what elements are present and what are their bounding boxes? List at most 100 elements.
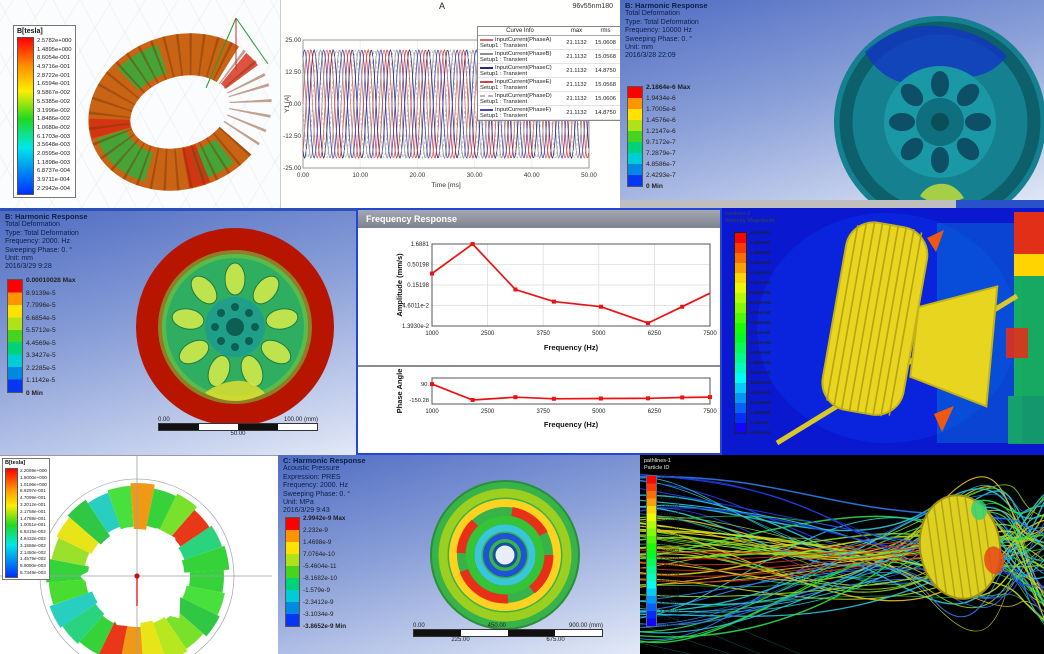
legend-value: 6.6854e-5 — [26, 314, 56, 322]
curve-name: InputCurrent(PhaseF) — [495, 107, 552, 113]
result-header: B: Harmonic Response Total Deformation Typ… — [625, 1, 708, 61]
legend-value: 1.4576e-6 — [646, 117, 676, 124]
curve-color-sample — [480, 81, 493, 83]
curve-setup: Setup1 : Transient — [480, 43, 528, 49]
legend-labels: 2.2069e+000 1.5000e+000 1.0196e+000 6.9297e… — [20, 468, 47, 578]
legend-value: 2.69e+03 — [660, 540, 680, 546]
legend-value: -2.3412e-9 — [303, 599, 334, 606]
ruler-mid: 450.00 — [487, 623, 507, 629]
svg-text:1000: 1000 — [425, 409, 439, 415]
curve-color-sample — [480, 109, 493, 111]
streamline — [640, 480, 1044, 568]
frequency-response-charts: 1.68810.501980.151984.6011e-21.3930e-210… — [358, 242, 720, 429]
legend-value: 3.3427e-5 — [26, 352, 56, 359]
svg-text:25.00: 25.00 — [285, 37, 301, 44]
svg-text:0.50198: 0.50198 — [407, 263, 429, 269]
ruler-bar — [158, 423, 318, 431]
legend-value: 9.24e+00 — [750, 301, 771, 306]
curve-max-value: 21.1132 — [566, 95, 587, 102]
legend-value: 9.95e+00 — [750, 291, 771, 296]
legend-value: 4.7099e-001 — [20, 495, 46, 501]
streamline — [640, 519, 1044, 602]
header-line: pathlines-1 — [644, 458, 671, 464]
legend-value: 8.9139e-5 — [26, 289, 56, 297]
svg-text:5000: 5000 — [592, 409, 606, 415]
legend-value: 2.44e+03 — [660, 548, 680, 553]
legend-value: 6.8737e-004 — [37, 168, 71, 175]
legend-value: 1.0680e-002 — [37, 124, 71, 131]
legend-value: 7.82e+00 — [750, 321, 771, 326]
header-line: B: Harmonic Response — [5, 212, 88, 221]
legend-colorbar — [17, 37, 34, 195]
legend-value: 2.93e+03 — [660, 533, 680, 538]
curve-max-value: 21.1132 — [566, 81, 587, 88]
legend-labels: 2.5782e+000 1.4895e+000 8.6054e-001 4.9716e… — [37, 37, 72, 195]
curve-setup: Setup1 : Transient — [480, 85, 528, 91]
legend-value: 4.98e+00 — [750, 361, 771, 366]
header-line: Velocity Magnitude — [725, 217, 775, 224]
color-legend: B[tesla] 2.5782e+000 1.4895e+000 8.6054e-0… — [13, 25, 76, 198]
cfd-render — [722, 208, 1044, 455]
color-legend: 2.9942e-9 Max 2.232e-9 1.4698e-9 7.0764e-10… — [285, 515, 346, 633]
header-line: Unit: mm — [5, 255, 33, 263]
panel-frequency-response: Frequency Response 1.6881 0.50198 0.15198 4… — [356, 208, 722, 455]
streamline — [640, 494, 1044, 605]
legend-value: 9.7172e-7 — [646, 139, 676, 146]
panel-harmonic-coarse: B: Harmonic Response Total Deformation Typ… — [0, 208, 356, 458]
svg-text:3750: 3750 — [537, 409, 551, 415]
curve-setup: Setup1 : Transient — [480, 113, 528, 119]
legend-value: 1.1898e-003 — [37, 159, 71, 166]
window-titlebar[interactable]: Frequency Response — [358, 210, 720, 228]
legend-value: 6.1703e-003 — [37, 133, 71, 140]
curve-setup: Setup1 : Transient — [480, 99, 528, 105]
legend-value: 3.18e+03 — [660, 525, 680, 531]
legend-value: 4.27e+00 — [750, 371, 771, 376]
curve-max-value: 21.1132 — [566, 67, 587, 74]
legend-value: 7.0764e-10 — [303, 551, 335, 558]
streamline — [640, 475, 1044, 535]
legend-value: 1.42e+00 — [750, 411, 771, 416]
header-line: 2016/3/28 22:09 — [625, 52, 676, 60]
legend-value: 1.8486e-002 — [37, 116, 71, 123]
ruler-bar — [413, 629, 603, 637]
legend-value: 4.40e+03 — [660, 488, 680, 493]
legend-value: 2.2942e-004 — [37, 185, 71, 192]
legend-value: 1.47e+03 — [660, 578, 680, 583]
svg-text:6250: 6250 — [648, 409, 662, 415]
svg-text:-25.00: -25.00 — [283, 165, 301, 172]
curve-rms-value: 14.8750 — [595, 67, 616, 74]
ruler-mid: 50.00 — [230, 431, 246, 437]
curve-name: InputCurrent(PhaseA) — [495, 37, 552, 43]
legend-value: 3.5648e-003 — [37, 142, 71, 149]
legend-value: 4.4569e-5 — [26, 339, 56, 347]
current-curve — [302, 48, 590, 160]
curve-legend-row: InputCurrent(PhaseD) Setup1 : Transient 21… — [478, 92, 620, 106]
curve-color-sample — [480, 67, 493, 69]
curve-max-value: 21.1132 — [566, 109, 587, 116]
legend-value: 2.1864e-6 Max — [646, 84, 691, 91]
legend-value: 2.8722e-001 — [37, 72, 71, 79]
legend-value: 1.28e+01 — [750, 251, 771, 256]
svg-text:3750: 3750 — [537, 331, 551, 337]
header-line: B: Harmonic Response — [625, 1, 708, 10]
legend-value: 9.78e+02 — [660, 593, 680, 598]
header-line: Frequency: 2000. Hz — [283, 482, 348, 490]
legend-value: 1.35e+01 — [750, 241, 771, 246]
svg-text:2500: 2500 — [481, 409, 495, 415]
streamline — [640, 554, 941, 583]
svg-text:Frequency (Hz): Frequency (Hz) — [544, 343, 599, 352]
legend-labels: 1.42e+01 1.35e+01 1.28e+01 1.21e+01 1.14e+01… — [750, 229, 771, 439]
legend-value: 2.1450e-002 — [20, 549, 46, 555]
legend-value: 1.96e+03 — [660, 563, 680, 568]
curve-max-value: 21.1132 — [566, 39, 587, 46]
legend-value: 1.9434e-6 — [646, 95, 676, 102]
streamline — [640, 515, 1044, 594]
legend-colorbar — [627, 86, 643, 187]
legend-value: 1.07e+01 — [750, 281, 771, 286]
legend-value: -1.579e-9 — [303, 587, 330, 594]
panel-polar-field: B[tesla] 2.2069e+000 1.5000e+000 1.0196e+0… — [0, 455, 278, 654]
svg-text:30.00: 30.00 — [467, 172, 483, 179]
streamline — [640, 522, 1044, 621]
svg-text:40.00: 40.00 — [524, 172, 540, 179]
legend-value: 5.5712e-5 — [26, 327, 56, 334]
